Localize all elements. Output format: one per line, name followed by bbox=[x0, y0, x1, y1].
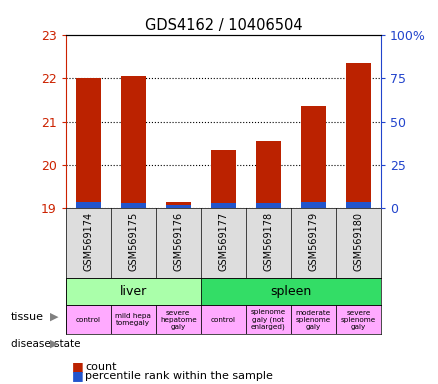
Bar bbox=[301, 106, 326, 209]
Bar bbox=[336, 305, 381, 334]
Text: GSM569174: GSM569174 bbox=[83, 212, 93, 271]
Text: GSM569179: GSM569179 bbox=[308, 212, 318, 271]
Text: spleen: spleen bbox=[270, 285, 311, 298]
Bar bbox=[291, 305, 336, 334]
Text: severe
hepatome
galy: severe hepatome galy bbox=[160, 310, 197, 329]
Text: count: count bbox=[85, 362, 117, 372]
Bar bbox=[166, 205, 191, 209]
Text: severe
splenome
galy: severe splenome galy bbox=[341, 310, 376, 329]
Bar bbox=[66, 278, 201, 305]
Text: disease state: disease state bbox=[11, 339, 81, 349]
Text: tissue: tissue bbox=[11, 312, 44, 322]
Bar bbox=[346, 63, 371, 209]
Text: control: control bbox=[211, 316, 236, 323]
Bar bbox=[121, 76, 146, 209]
Bar bbox=[346, 202, 371, 209]
Bar bbox=[211, 150, 236, 209]
Text: GSM569175: GSM569175 bbox=[128, 212, 138, 271]
Text: mild hepa
tomegaly: mild hepa tomegaly bbox=[115, 313, 151, 326]
Bar bbox=[246, 305, 291, 334]
Text: control: control bbox=[76, 316, 101, 323]
Bar bbox=[166, 202, 191, 209]
Text: percentile rank within the sample: percentile rank within the sample bbox=[85, 371, 273, 381]
Text: ▶: ▶ bbox=[50, 339, 59, 349]
Bar bbox=[256, 141, 281, 209]
Text: GSM569176: GSM569176 bbox=[173, 212, 184, 271]
Text: ■: ■ bbox=[72, 369, 84, 382]
Text: GSM569177: GSM569177 bbox=[219, 212, 228, 271]
Text: splenome
galy (not
enlarged): splenome galy (not enlarged) bbox=[251, 309, 286, 330]
Bar bbox=[301, 202, 326, 209]
Text: GSM569180: GSM569180 bbox=[353, 212, 364, 271]
Bar bbox=[201, 278, 381, 305]
Text: moderate
splenome
galy: moderate splenome galy bbox=[296, 310, 331, 329]
Bar bbox=[76, 78, 101, 209]
Bar bbox=[111, 305, 156, 334]
Bar bbox=[211, 203, 236, 209]
Bar bbox=[76, 202, 101, 209]
Title: GDS4162 / 10406504: GDS4162 / 10406504 bbox=[145, 18, 302, 33]
Bar bbox=[201, 305, 246, 334]
Bar bbox=[256, 203, 281, 209]
Bar bbox=[156, 305, 201, 334]
Text: ■: ■ bbox=[72, 360, 84, 373]
Text: ▶: ▶ bbox=[50, 312, 59, 322]
Text: liver: liver bbox=[120, 285, 147, 298]
Text: GSM569178: GSM569178 bbox=[263, 212, 273, 271]
Bar bbox=[66, 305, 111, 334]
Bar bbox=[121, 203, 146, 209]
